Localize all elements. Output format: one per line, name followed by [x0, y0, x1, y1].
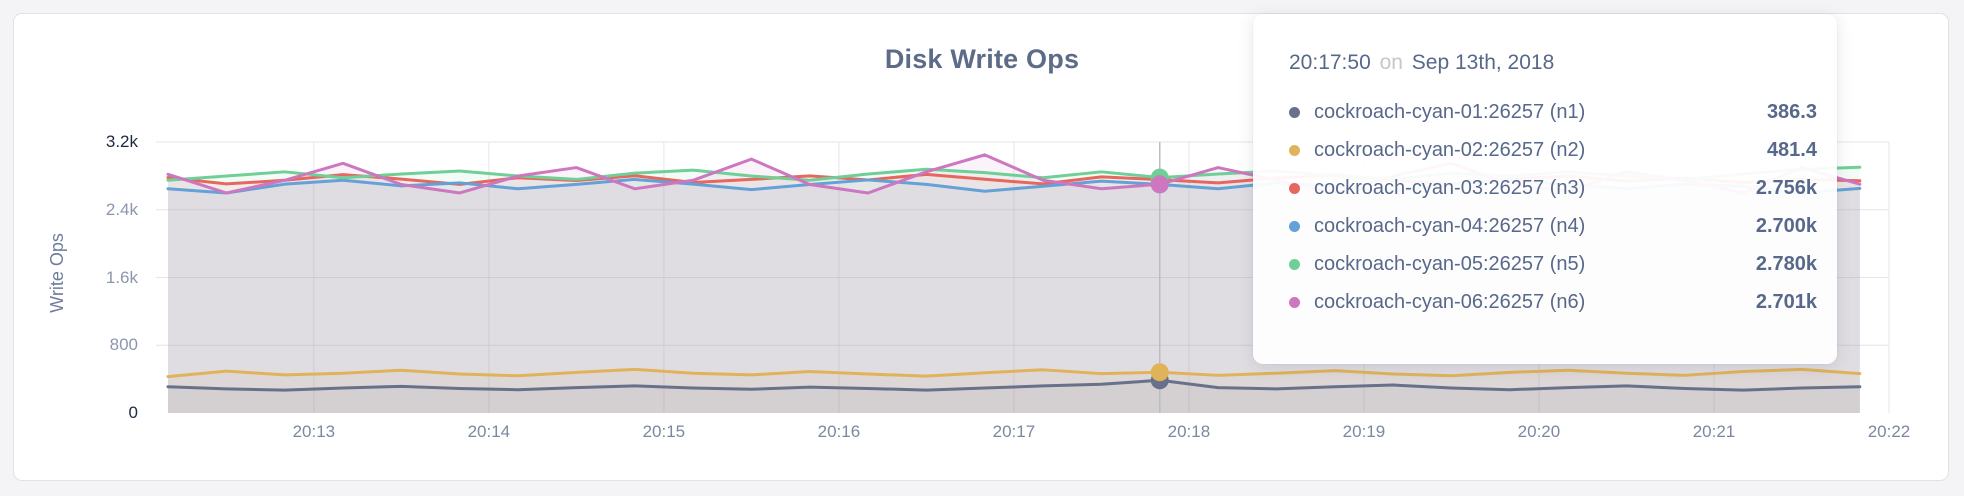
- chart-title: Disk Write Ops: [884, 44, 1080, 74]
- tooltip-connector: on: [1379, 51, 1403, 74]
- hover-point-n6: [1150, 175, 1169, 194]
- tooltip-header: 20:17:50 on Sep 13th, 2018: [1289, 50, 1817, 76]
- series-color-dot: [1289, 220, 1300, 232]
- series-name: cockroach-cyan-02:26257 (n2): [1314, 138, 1586, 161]
- series-color-dot: [1289, 182, 1300, 194]
- series-color-dot: [1289, 296, 1300, 308]
- x-tick-label: 20:13: [292, 422, 336, 441]
- x-tick-label: 20:14: [467, 422, 511, 441]
- series-value: 2.701k: [1755, 290, 1817, 313]
- series-value: 481.4: [1766, 138, 1817, 161]
- tooltip-series-row: cockroach-cyan-03:26257 (n3) 2.756k: [1289, 169, 1817, 207]
- x-tick-label: 20:15: [642, 422, 686, 441]
- x-tick-label: 20:17: [992, 422, 1036, 441]
- tooltip-series-row: cockroach-cyan-04:26257 (n4) 2.700k: [1289, 207, 1817, 245]
- tooltip-date: Sep 13th, 2018: [1411, 51, 1555, 74]
- hover-point-n2: [1150, 363, 1169, 382]
- x-tick-label: 20:20: [1517, 422, 1561, 441]
- tooltip-series-row: cockroach-cyan-06:26257 (n6) 2.701k: [1289, 283, 1817, 321]
- x-tick-label: 20:22: [1867, 422, 1911, 441]
- series-line-n1: [166, 378, 1862, 392]
- x-tick-label: 20:16: [817, 422, 861, 441]
- series-value: 2.756k: [1755, 176, 1817, 199]
- series-value: 2.780k: [1755, 252, 1817, 275]
- x-tick-label: 20:19: [1342, 422, 1386, 441]
- series-name: cockroach-cyan-04:26257 (n4): [1314, 214, 1586, 237]
- tooltip-series-row: cockroach-cyan-05:26257 (n5) 2.780k: [1289, 245, 1817, 283]
- series-name: cockroach-cyan-05:26257 (n5): [1314, 252, 1586, 275]
- series-line-n2: [166, 367, 1862, 379]
- series-value: 386.3: [1766, 100, 1817, 123]
- series-color-dot: [1289, 258, 1300, 270]
- tooltip-series-row: cockroach-cyan-01:26257 (n1) 386.3: [1289, 93, 1817, 131]
- series-color-dot: [1289, 144, 1300, 156]
- series-name: cockroach-cyan-03:26257 (n3): [1314, 176, 1586, 199]
- tooltip-series-list: cockroach-cyan-01:26257 (n1) 386.3 cockroa…: [1289, 93, 1817, 321]
- tooltip-series-row: cockroach-cyan-02:26257 (n2) 481.4: [1289, 131, 1817, 169]
- y-tick-label: 0: [128, 403, 138, 422]
- series-name: cockroach-cyan-06:26257 (n6): [1314, 290, 1586, 313]
- tooltip-time: 20:17:50: [1289, 51, 1371, 74]
- y-tick-label: 1.6k: [105, 267, 138, 287]
- y-tick-label: 3.2k: [105, 132, 138, 151]
- x-tick-label: 20:18: [1167, 422, 1211, 441]
- y-tick-label: 800: [109, 335, 138, 355]
- series-area-n2: [168, 369, 1860, 413]
- series-name: cockroach-cyan-01:26257 (n1): [1314, 100, 1586, 123]
- x-tick-label: 20:21: [1692, 422, 1736, 441]
- chart-tooltip: 20:17:50 on Sep 13th, 2018 cockroach-cya…: [1253, 14, 1837, 364]
- y-tick-label: 2.4k: [105, 199, 138, 219]
- series-value: 2.700k: [1755, 214, 1817, 237]
- series-color-dot: [1289, 106, 1300, 118]
